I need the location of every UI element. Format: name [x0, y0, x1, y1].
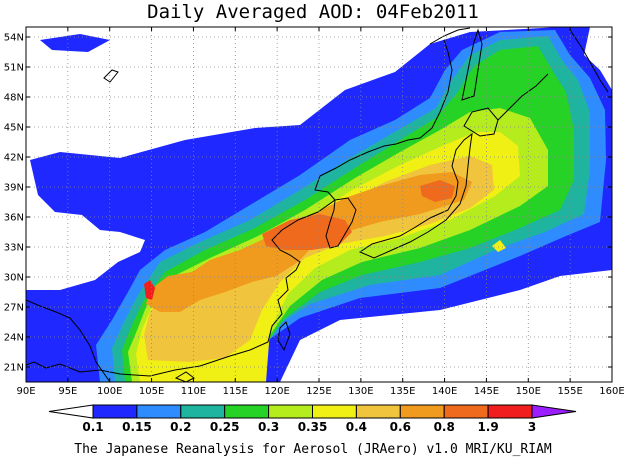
- lat-tick-label: 33N: [4, 243, 24, 254]
- colorbar-level-label: 0.2: [170, 420, 191, 434]
- lon-tick-label: 135E: [390, 386, 415, 397]
- colorbar-level-label: 0.1: [82, 420, 103, 434]
- colorbar-labels: 0.1 0.15 0.2 0.25 0.3 0.35 0.4 0.6 0.8 1.9 3: [82, 420, 536, 434]
- lat-tick-label: 30N: [4, 273, 24, 284]
- colorbar-level-label: 0.25: [210, 420, 240, 434]
- coastline-japan: [358, 132, 473, 259]
- coastline-korea: [325, 197, 357, 249]
- coastline-kamchatka: [569, 29, 609, 93]
- axis-ticks: [25, 27, 613, 382]
- lon-tick-label: 90E: [16, 386, 35, 397]
- lon-tick-label: 150E: [516, 386, 541, 397]
- colorbar-level-label: 1.9: [477, 420, 498, 434]
- colorbar-level-label: 0.3: [258, 420, 279, 434]
- map-grid: [26, 27, 612, 382]
- lon-tick-label: 155E: [557, 386, 582, 397]
- contour-level-10: [144, 280, 155, 300]
- colorbar-swatch: [92, 404, 138, 419]
- coastline-taiwan: [277, 321, 291, 352]
- colorbar-swatch: [180, 404, 226, 419]
- colorbar-swatch: [224, 404, 270, 419]
- lat-tick-label: 39N: [4, 183, 24, 194]
- coastline-okhotsk: [429, 27, 471, 45]
- colorbar: [48, 404, 577, 419]
- lon-tick-label: 115E: [223, 386, 248, 397]
- lat-tick-label: 54N: [4, 33, 24, 44]
- lon-tick-label: 110E: [181, 386, 206, 397]
- lon-tick-label: 140E: [432, 386, 457, 397]
- colorbar-level-label: 3: [528, 420, 536, 434]
- map-title: Daily Averaged AOD: 04Feb2011: [147, 1, 479, 23]
- lat-tick-label: 24N: [4, 333, 24, 344]
- colorbar-level-label: 0.8: [434, 420, 455, 434]
- lat-tick-label: 27N: [4, 303, 24, 314]
- longitude-labels: 90E 95E 100E 105E 110E 115E 120E 125E 130E 135E 14…: [16, 386, 624, 397]
- lon-tick-label: 130E: [348, 386, 373, 397]
- lon-tick-label: 95E: [58, 386, 77, 397]
- lon-tick-label: 105E: [139, 386, 164, 397]
- lon-tick-label: 120E: [264, 386, 289, 397]
- coastline-hainan: [174, 371, 195, 382]
- coastline-kurils: [497, 73, 549, 121]
- lon-tick-label: 100E: [97, 386, 122, 397]
- lake-baikal: [103, 69, 119, 83]
- contour-spot: [492, 240, 506, 252]
- colorbar-swatch: [487, 404, 533, 419]
- lon-tick-label: 145E: [474, 386, 499, 397]
- colorbar-swatch: [443, 404, 489, 419]
- lat-tick-label: 36N: [4, 213, 24, 224]
- coastlines: [26, 27, 609, 382]
- lon-tick-label: 160E: [599, 386, 624, 397]
- lat-tick-label: 21N: [4, 363, 24, 374]
- colorbar-level-label: 0.6: [390, 420, 411, 434]
- colorbar-level-label: 0.35: [298, 420, 328, 434]
- colorbar-swatch: [268, 404, 314, 419]
- colorbar-level-label: 0.15: [122, 420, 152, 434]
- colorbar-swatch: [136, 404, 182, 419]
- colorbar-low-arrow: [48, 404, 94, 419]
- aod-contours: [26, 27, 612, 382]
- colorbar-swatch: [399, 404, 445, 419]
- colorbar-high-arrow: [531, 404, 577, 419]
- footer-credit: The Japanese Reanalysis for Aerosol (JRA…: [74, 442, 552, 457]
- lat-tick-label: 42N: [4, 153, 24, 164]
- colorbar-swatch: [355, 404, 401, 419]
- lat-tick-label: 48N: [4, 93, 24, 104]
- lat-tick-label: 45N: [4, 123, 24, 134]
- colorbar-level-label: 0.4: [346, 420, 367, 434]
- lon-tick-label: 125E: [306, 386, 331, 397]
- coastline-sakhalin: [461, 28, 483, 101]
- lat-tick-label: 51N: [4, 63, 24, 74]
- latitude-labels: 21N 24N 27N 30N 33N 36N 39N 42N 45N 48N 51N 54N: [4, 33, 24, 374]
- contour-level-9: [262, 180, 455, 250]
- colorbar-swatch: [312, 404, 357, 419]
- coastline-east-asia: [26, 39, 453, 377]
